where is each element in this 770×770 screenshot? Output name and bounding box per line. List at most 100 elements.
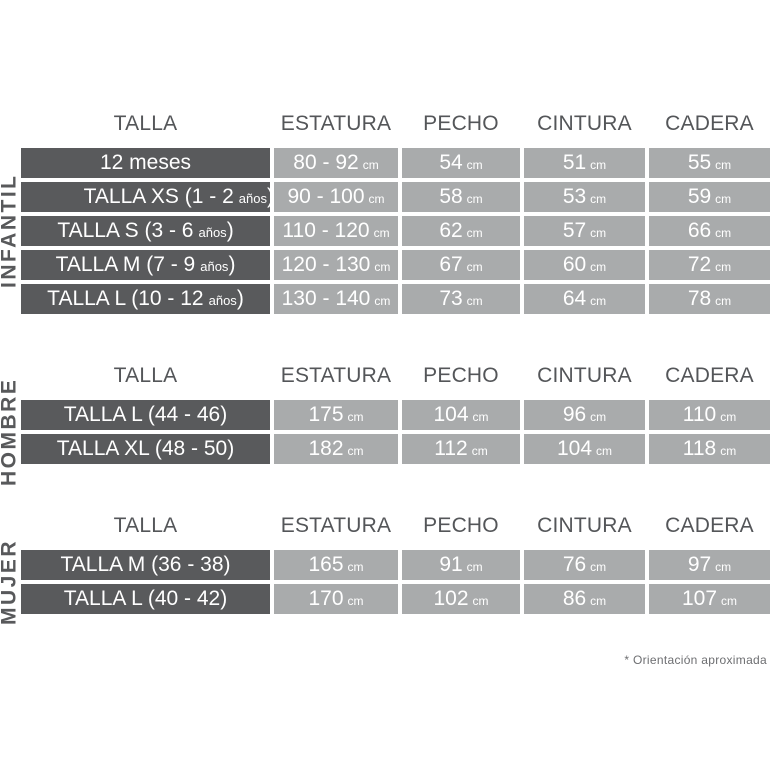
measurement-cell: 91 cm — [402, 550, 520, 580]
measurement-unit: cm — [590, 560, 607, 574]
measurement-value: 104 — [433, 403, 469, 426]
measurement-text: 67 cm — [439, 253, 482, 277]
measurement-cell: 54 cm — [402, 148, 520, 178]
measurement-unit: cm — [715, 294, 732, 308]
size-label-tail: ) — [267, 185, 270, 209]
column-header-estatura: ESTATURA — [280, 364, 392, 387]
section-infantil: INFANTIL TALLA ESTATURA PECHO CINTURA CADERA… — [0, 108, 770, 318]
measurement-value: 55 — [687, 151, 712, 174]
measurement-value: 53 — [562, 185, 587, 208]
column-header-pecho: PECHO — [423, 364, 499, 387]
measurement-text: 51 cm — [563, 151, 606, 175]
measurement-text: 57 cm — [563, 219, 606, 243]
table-body: 12 meses 80 - 92 cm 54 cm 51 cm 55 cm TALLA XS (1… — [0, 148, 770, 314]
size-label-cell: 12 meses — [21, 148, 270, 178]
measurement-value: 102 — [433, 587, 469, 610]
measurement-cell: 57 cm — [524, 216, 645, 246]
measurement-text: 107 cm — [682, 587, 737, 611]
measurement-cell: 130 - 140 cm — [274, 284, 398, 314]
measurement-text: 110 cm — [683, 403, 736, 427]
measurement-unit: cm — [373, 226, 390, 240]
size-label-main: TALLA L (40 - 42) — [63, 587, 228, 610]
measurement-unit: cm — [715, 560, 732, 574]
measurement-unit: cm — [590, 260, 607, 274]
measurement-unit: cm — [721, 594, 738, 608]
measurement-unit: cm — [472, 594, 489, 608]
measurement-text: 182 cm — [308, 437, 363, 461]
measurement-unit: cm — [374, 260, 391, 274]
measurement-cell: 120 - 130 cm — [274, 250, 398, 280]
measurement-value: 64 — [562, 287, 587, 310]
table-row: TALLA S (3 - 6 años) 110 - 120 cm 62 cm 57 cm 66… — [21, 216, 770, 246]
size-label-text: TALLA M (36 - 38) — [60, 553, 230, 577]
size-label-age-unit: años — [208, 293, 237, 308]
measurement-cell: 66 cm — [649, 216, 770, 246]
measurement-text: 130 - 140 cm — [282, 287, 391, 311]
measurement-cell: 78 cm — [649, 284, 770, 314]
measurement-cell: 51 cm — [524, 148, 645, 178]
measurement-unit: cm — [472, 410, 489, 424]
size-label-cell: TALLA XS (1 - 2 años) — [21, 182, 270, 212]
measurement-cell: 104 cm — [402, 400, 520, 430]
measurement-unit: cm — [590, 226, 607, 240]
measurement-value: 118 — [682, 437, 717, 460]
measurement-unit: cm — [590, 294, 607, 308]
size-label-main: TALLA M (7 - 9 — [55, 253, 196, 276]
column-header-talla: TALLA — [113, 364, 178, 387]
measurement-unit: cm — [347, 594, 364, 608]
measurement-value: 182 — [308, 437, 344, 460]
measurement-cell: 104 cm — [524, 434, 645, 464]
measurement-value: 96 — [562, 403, 587, 426]
measurement-text: 120 - 130 cm — [282, 253, 391, 277]
measurement-unit: cm — [466, 260, 483, 274]
table-row: 12 meses 80 - 92 cm 54 cm 51 cm 55 cm — [21, 148, 770, 178]
size-label-main: TALLA M (36 - 38) — [60, 553, 231, 576]
measurement-cell: 97 cm — [649, 550, 770, 580]
size-label-main: TALLA XS (1 - 2 — [83, 185, 234, 208]
table-row: TALLA L (40 - 42) 170 cm 102 cm 86 cm 107 cm — [21, 584, 770, 614]
measurement-value: 51 — [562, 151, 587, 174]
measurement-value: 59 — [687, 185, 712, 208]
header-row: TALLA ESTATURA PECHO CINTURA CADERA — [21, 360, 770, 392]
measurement-cell: 62 cm — [402, 216, 520, 246]
size-label-tail: ) — [228, 253, 236, 276]
measurement-value: 97 — [687, 553, 712, 576]
measurement-cell: 59 cm — [649, 182, 770, 212]
column-header-cintura: CINTURA — [537, 364, 632, 387]
measurement-unit: cm — [362, 158, 379, 172]
measurement-text: 97 cm — [688, 553, 731, 577]
size-label-main: TALLA S (3 - 6 — [57, 219, 194, 242]
header-row: TALLA ESTATURA PECHO CINTURA CADERA — [21, 510, 770, 542]
size-label-cell: TALLA S (3 - 6 años) — [21, 216, 270, 246]
size-label-text: TALLA M (7 - 9 años) — [56, 253, 236, 277]
measurement-cell: 110 cm — [649, 400, 770, 430]
orientation-footnote: * Orientación aproximada — [624, 653, 767, 667]
size-label-text: TALLA XL (48 - 50) — [57, 437, 234, 461]
section-mujer: MUJER TALLA ESTATURA PECHO CINTURA CADERA TA… — [0, 510, 770, 625]
measurement-unit: cm — [590, 594, 607, 608]
measurement-value: 130 - 140 — [281, 287, 371, 310]
size-label-age-unit: años — [238, 191, 267, 206]
measurement-cell: 73 cm — [402, 284, 520, 314]
measurement-value: 73 — [439, 287, 463, 310]
column-header-cintura: CINTURA — [537, 112, 632, 135]
measurement-cell: 110 - 120 cm — [274, 216, 398, 246]
measurement-value: 80 - 92 — [293, 151, 359, 174]
measurement-unit: cm — [466, 226, 483, 240]
measurement-cell: 76 cm — [524, 550, 645, 580]
column-header-cadera: CADERA — [665, 112, 754, 135]
table-row: TALLA M (36 - 38) 165 cm 91 cm 76 cm 97 cm — [21, 550, 770, 580]
measurement-cell: 165 cm — [274, 550, 398, 580]
measurement-cell: 175 cm — [274, 400, 398, 430]
size-label-text: 12 meses — [100, 151, 191, 175]
measurement-value: 62 — [439, 219, 463, 242]
measurement-unit: cm — [466, 294, 483, 308]
measurement-cell: 118 cm — [649, 434, 770, 464]
measurement-unit: cm — [347, 410, 364, 424]
size-label-text: TALLA L (40 - 42) — [64, 587, 227, 611]
size-label-cell: TALLA M (36 - 38) — [21, 550, 270, 580]
measurement-text: 60 cm — [563, 253, 606, 277]
measurement-cell: 182 cm — [274, 434, 398, 464]
size-label-text: TALLA S (3 - 6 años) — [57, 219, 233, 243]
measurement-cell: 67 cm — [402, 250, 520, 280]
